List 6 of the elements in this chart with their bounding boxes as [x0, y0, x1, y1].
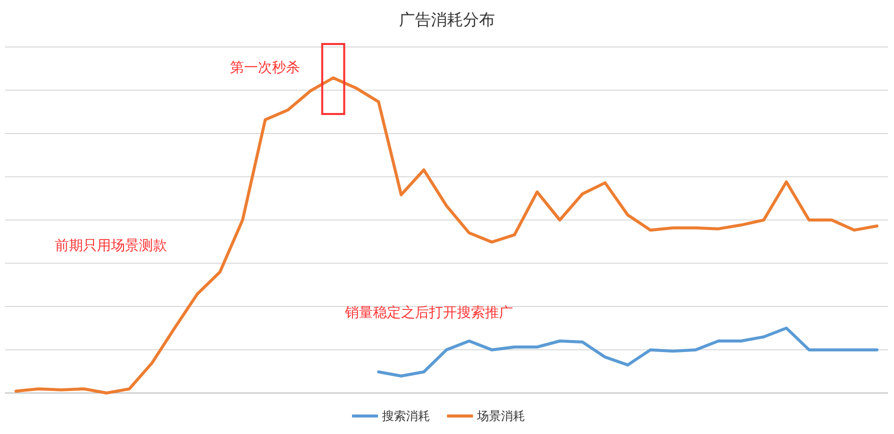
text: 第一次秒杀	[230, 59, 300, 75]
legend-label: 场景消耗	[476, 409, 525, 423]
chart-title: 广告消耗分布	[399, 11, 495, 29]
legend-label: 搜索消耗	[382, 409, 430, 423]
annotation: 前期只用场景测款	[55, 237, 167, 253]
annotation: 销量稳定之后打开搜索推广	[344, 304, 513, 320]
